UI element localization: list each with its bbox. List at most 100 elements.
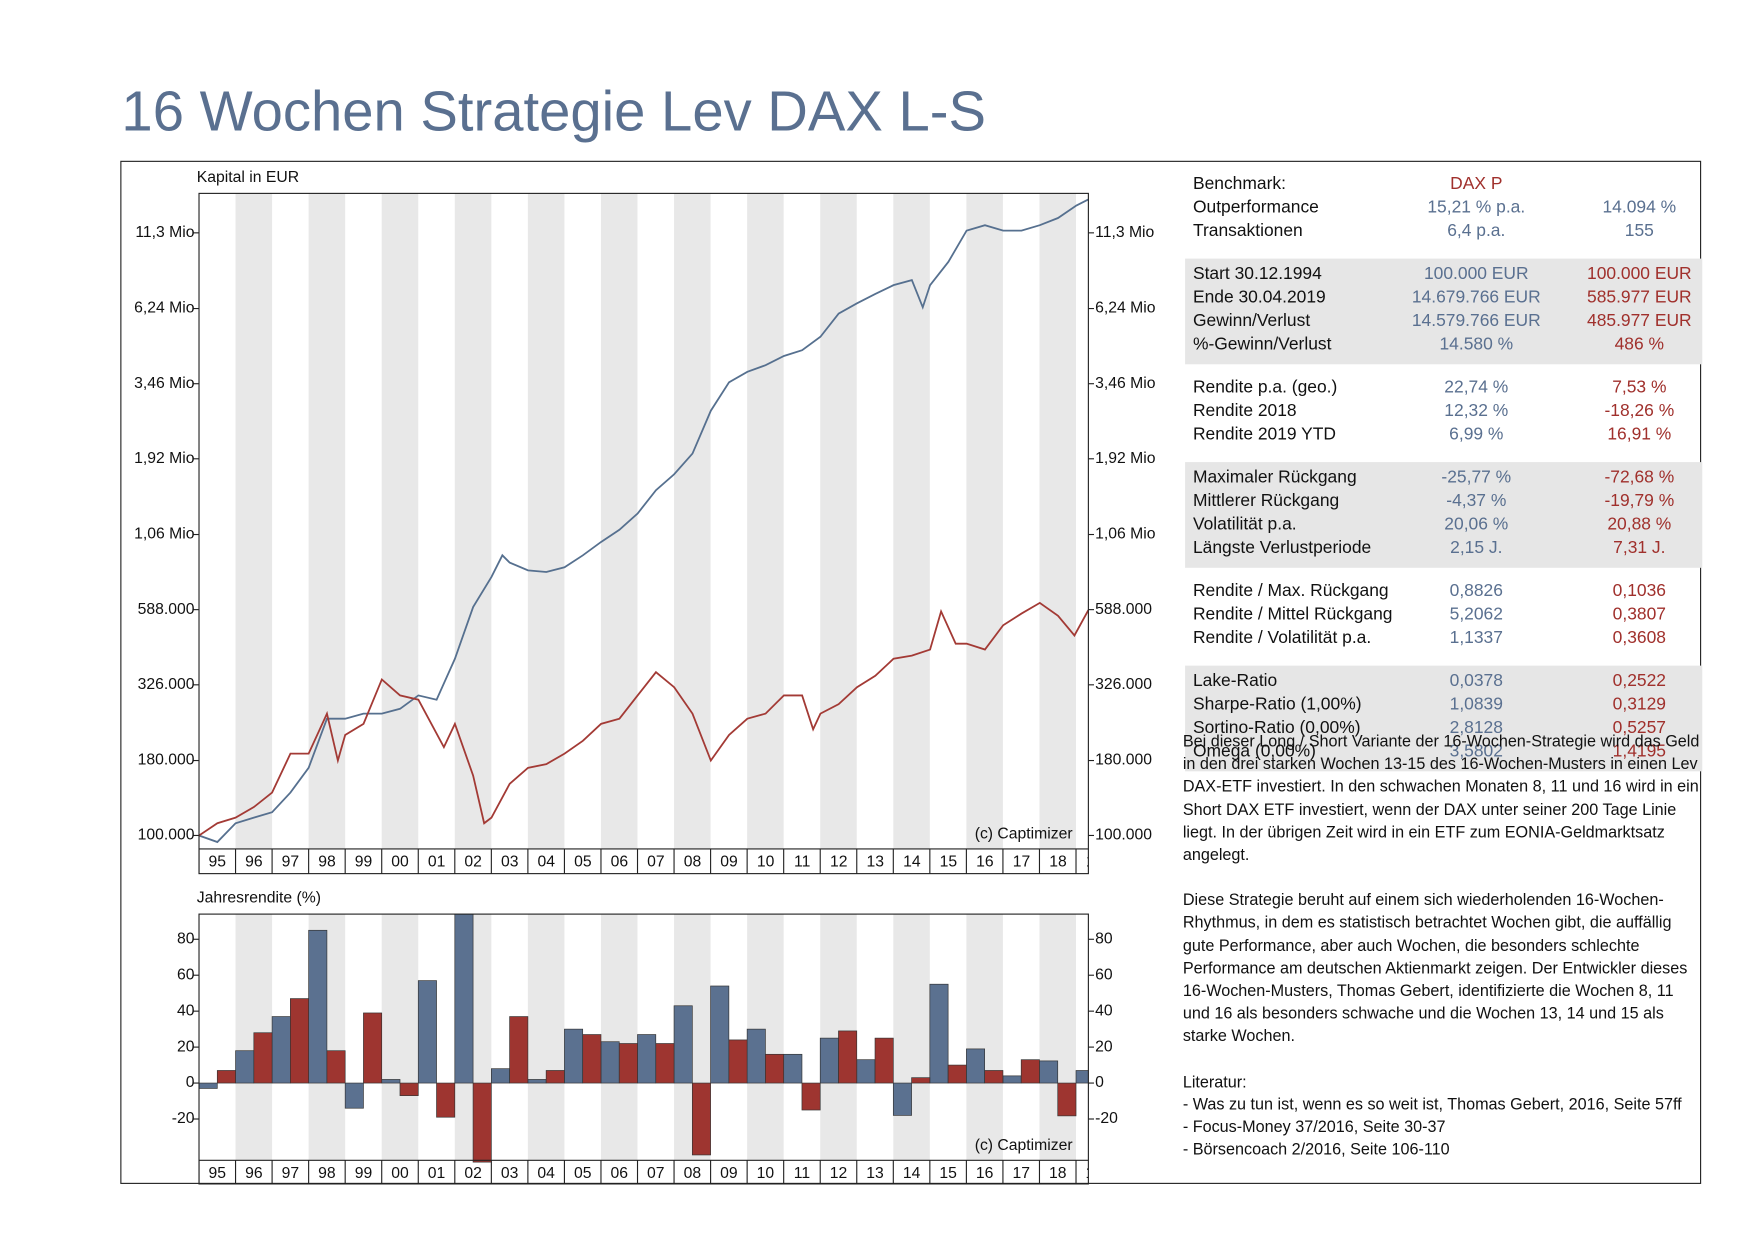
bar xyxy=(564,1028,584,1084)
bar xyxy=(344,1082,364,1109)
stats-row: Rendite 2018 12,32 % -18,26 % xyxy=(1185,401,1702,425)
x-tick-label: 18 xyxy=(1049,1165,1067,1182)
y-tick-label-right: 60 xyxy=(1095,966,1113,983)
copyright: (c) Captimizer xyxy=(975,1137,1073,1154)
stats-group: Rendite / Max. Rückgang 0,8826 0,1036 Rendi… xyxy=(1185,576,1702,658)
x-tick-label: 04 xyxy=(538,854,556,871)
stats-cell: Lake-Ratio xyxy=(1193,671,1277,691)
y-tick-label-right: 100.000 xyxy=(1095,827,1152,844)
stats-row: Rendite 2019 YTD 6,99 % 16,91 % xyxy=(1185,425,1702,449)
bar xyxy=(271,1016,291,1084)
stats-text: Sharpe-Ratio (1,00%) xyxy=(1192,694,1362,714)
x-tick-label: 02 xyxy=(464,1165,482,1182)
stats-row: Mittlerer Rückgang -4,37 % -19,79 % xyxy=(1185,491,1702,515)
stats-cell: Rendite / Max. Rückgang xyxy=(1193,581,1389,601)
stats-text: 14.579.766 EUR xyxy=(1411,311,1541,331)
stats-text: 0,8826 xyxy=(1449,581,1503,601)
stats-text: 14.094 % xyxy=(1602,197,1677,218)
bar xyxy=(199,1082,218,1089)
stats-text: Rendite / Volatilität p.a. xyxy=(1192,628,1372,648)
line-series xyxy=(199,601,1089,837)
x-tick-label: 15 xyxy=(940,854,958,871)
stats-text: Rendite 2019 YTD xyxy=(1192,425,1337,445)
y-tick-label: 1,92 Mio xyxy=(134,450,195,467)
bar xyxy=(728,1039,748,1084)
year-band xyxy=(820,193,857,849)
year-band xyxy=(674,193,711,849)
plot-border xyxy=(198,192,1089,875)
x-tick-label: 16 xyxy=(976,1165,994,1182)
stats-row: Outperformance 15,21 % p.a. 14.094 % xyxy=(1185,198,1702,222)
y-tick-label-right: 1,06 Mio xyxy=(1095,526,1156,543)
stats-text: Maximaler Rückgang xyxy=(1192,467,1357,487)
bar xyxy=(1039,1060,1059,1084)
stats-row: Rendite p.a. (geo.) 22,74 % 7,53 % xyxy=(1185,378,1702,402)
stats-text: Rendite 2018 xyxy=(1192,401,1297,421)
x-tick-label: 14 xyxy=(903,1165,921,1182)
y-tick-label-right: 80 xyxy=(1095,930,1113,947)
stats-cell: Rendite 2018 xyxy=(1193,401,1297,421)
stats-text: 1,1337 xyxy=(1449,628,1503,648)
stats-text: Lake-Ratio xyxy=(1192,671,1278,691)
stats-row: Sharpe-Ratio (1,00%) 1,0839 0,3129 xyxy=(1185,695,1702,719)
y-tick-label: 180.000 xyxy=(138,752,195,769)
bar xyxy=(856,1059,876,1084)
y-tick-label-right: -20 xyxy=(1095,1110,1118,1127)
bar xyxy=(801,1082,821,1111)
plot-area: 95 96 97 98 99 00 01 02 03 04 05 06 07 08 09 10 11 12 13 14… xyxy=(199,914,1104,1184)
description: Bei dieser Long / Short Variante der 16-… xyxy=(1183,731,1702,1162)
year-band xyxy=(600,193,638,849)
stats-cell: Ende 30.04.2019 xyxy=(1193,288,1326,308)
stats-text: 0,3608 xyxy=(1612,628,1666,648)
x-tick-label: 15 xyxy=(939,1165,957,1182)
stats-text: Benchmark: xyxy=(1192,174,1286,194)
stats-row: Omega (0,00%) 3,5802 1,4195 xyxy=(1185,742,1702,766)
stats-row: Volatilität p.a. 20,06 % 20,88 % xyxy=(1185,515,1702,539)
x-tick-label: 02 xyxy=(464,854,482,871)
year-band xyxy=(527,914,565,1161)
literature: Literatur: - Was zu tun ist, wenn es so w… xyxy=(1183,1071,1702,1162)
bar xyxy=(783,1053,803,1084)
line-series xyxy=(199,198,1089,844)
x-tick-label: 06 xyxy=(611,854,629,871)
stats-text: 5,2062 xyxy=(1449,604,1503,625)
stats-text: Transaktionen xyxy=(1192,221,1303,241)
stats-row: Ende 30.04.2019 14.679.766 EUR 585.977 EUR xyxy=(1185,288,1702,312)
bar xyxy=(399,1082,419,1096)
stats-cell: Benchmark: xyxy=(1193,174,1286,194)
stats-group: Start 30.12.1994 100.000 EUR 100.000 EUR En… xyxy=(1185,258,1703,365)
bar xyxy=(819,1037,839,1084)
paragraph: Diese Strategie beruht auf einem sich wi… xyxy=(1182,891,1688,1047)
bar xyxy=(454,914,474,1084)
year-band xyxy=(1039,193,1077,849)
page-title: 16 Wochen Strategie Lev DAX L-S xyxy=(121,79,987,143)
stats-text: 7,31 J. xyxy=(1613,538,1666,558)
y-tick-label-right: 40 xyxy=(1095,1002,1113,1019)
x-tick-label: 12 xyxy=(830,854,848,871)
literature-title: Literatur: xyxy=(1182,1073,1247,1092)
year-band xyxy=(454,193,492,849)
stats-text: -25,77 % xyxy=(1441,467,1512,487)
y-tick-label-right: 3,46 Mio xyxy=(1095,375,1156,392)
paragraph: Bei dieser Long / Short Variante der 16-… xyxy=(1182,733,1700,865)
stats-text: 6,99 % xyxy=(1449,425,1504,445)
y-tick-label-right: 0 xyxy=(1095,1074,1104,1091)
y-tick-label-right: 326.000 xyxy=(1095,676,1152,693)
bar xyxy=(235,1050,255,1084)
stats-cell: Sharpe-Ratio (1,00%) xyxy=(1193,695,1362,715)
stats-row: Lake-Ratio 0,0378 0,2522 xyxy=(1185,671,1702,695)
x-tick-label: 19 xyxy=(1086,1165,1104,1182)
bar xyxy=(381,1079,401,1084)
y-tick-label-right: 588.000 xyxy=(1095,601,1152,618)
literature-item: - Focus-Money 37/2016, Seite 30-37 xyxy=(1182,1118,1446,1137)
stats-row: Sortino-Ratio (0,00%) 2,8128 0,5257 xyxy=(1185,718,1702,742)
year-band xyxy=(893,193,930,849)
x-tick-label: 17 xyxy=(1012,1165,1030,1182)
year-band xyxy=(747,193,784,849)
stats-text: Gewinn/Verlust xyxy=(1192,311,1311,331)
y-tick-label: 588.000 xyxy=(138,601,195,618)
x-tick-label: 09 xyxy=(720,854,738,871)
stats-text: Längste Verlustperiode xyxy=(1192,538,1372,558)
bar xyxy=(527,1079,547,1084)
x-tick-label: 03 xyxy=(501,1165,519,1182)
